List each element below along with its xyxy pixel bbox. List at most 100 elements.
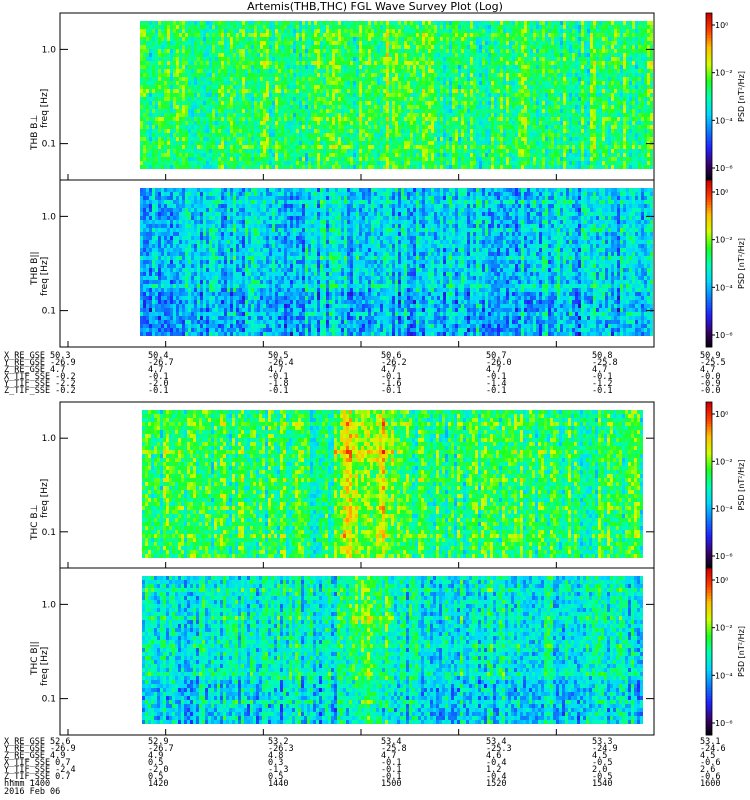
spectrogram-cell [473,25,476,29]
spectrogram-cell [311,41,314,45]
spectrogram-cell [284,77,287,81]
spectrogram-cell [482,29,485,33]
spectrogram-cell [488,65,491,69]
spectrogram-cell [407,65,410,69]
spectrogram-cell [206,53,209,57]
spectrogram-cell [404,57,407,61]
spectrogram-cell [248,161,251,165]
spectrogram-cell [263,161,266,165]
spectrogram-cell [230,145,233,149]
spectrogram-cell [293,21,296,25]
spectrogram-cell [494,113,497,117]
spectrogram-cell [479,97,482,101]
spectrogram-cell [509,129,512,133]
spectrogram-cell [482,161,485,165]
spectrogram-cell [353,33,356,37]
spectrogram-cell [257,165,260,169]
spectrogram-cell [413,81,416,85]
spectrogram-cell [281,89,284,93]
spectrogram-cell [215,121,218,125]
spectrogram-cell [161,165,164,169]
spectrogram-cell [326,21,329,25]
spectrogram-cell [215,97,218,101]
spectrogram-cell [302,57,305,61]
spectrogram-cell [422,153,425,157]
spectrogram-cell [152,125,155,129]
spectrogram-cell [275,81,278,85]
spectrogram-cell [413,29,416,33]
spectrogram-cell [341,145,344,149]
spectrogram-cell [395,57,398,61]
spectrogram-cell [518,133,521,137]
spectrogram-cell [500,165,503,169]
spectrogram-cell [401,45,404,49]
spectrogram-cell [281,149,284,153]
spectrogram-cell [254,65,257,69]
spectrogram-cell [353,157,356,161]
spectrogram-cell [167,45,170,49]
spectrogram-cell [257,137,260,141]
spectrogram-cell [245,33,248,37]
spectrogram-cell [470,53,473,57]
spectrogram-cell [494,61,497,65]
spectrogram-cell [509,145,512,149]
spectrogram-cell [317,49,320,53]
spectrogram-cell [275,21,278,25]
spectrogram-cell [188,69,191,73]
spectrogram-cell [476,105,479,109]
spectrogram-cell [539,73,542,77]
spectrogram-cell [365,85,368,89]
spectrogram-cell [161,37,164,41]
spectrogram-cell [533,161,536,165]
spectrogram-cell [512,29,515,33]
spectrogram-cell [434,61,437,65]
spectrogram-cell [470,117,473,121]
spectrogram-cell [536,65,539,69]
spectrogram-cell [296,37,299,41]
spectrogram-cell [281,21,284,25]
spectrogram-cell [500,29,503,33]
spectrogram-cell [449,21,452,25]
spectrogram-cell [341,157,344,161]
spectrogram-cell [194,105,197,109]
spectrogram-cell [188,105,191,109]
spectrogram-cell [245,73,248,77]
spectrogram-cell [539,145,542,149]
spectrogram-cell [155,45,158,49]
spectrogram-cell [479,77,482,81]
spectrogram-cell [380,25,383,29]
spectrogram-cell [209,105,212,109]
spectrogram-cell [155,121,158,125]
spectrogram-cell [140,69,143,73]
spectrogram-cell [215,25,218,29]
spectrogram-cell [266,57,269,61]
spectrogram-cell [461,117,464,121]
spectrogram-cell [200,141,203,145]
spectrogram-cell [464,77,467,81]
spectrogram-cell [410,69,413,73]
spectrogram-cell [221,21,224,25]
spectrogram-cell [377,33,380,37]
spectrogram-cell [479,53,482,57]
spectrogram-cell [209,101,212,105]
spectrogram-cell [209,41,212,45]
spectrogram-cell [209,129,212,133]
spectrogram-cell [521,165,524,169]
spectrogram-cell [290,53,293,57]
spectrogram-cell [302,65,305,69]
spectrogram-cell [422,33,425,37]
spectrogram-cell [308,85,311,89]
spectrogram-cell [323,45,326,49]
spectrogram-cell [143,77,146,81]
spectrogram-cell [335,121,338,125]
spectrogram-cell [329,121,332,125]
spectrogram-cell [269,33,272,37]
spectrogram-cell [230,161,233,165]
spectrogram-cell [224,165,227,169]
spectrogram-cell [245,145,248,149]
spectrogram-cell [212,117,215,121]
spectrogram-cell [269,73,272,77]
spectrogram-cell [413,141,416,145]
spectrogram-cell [422,157,425,161]
spectrogram-cell [524,141,527,145]
